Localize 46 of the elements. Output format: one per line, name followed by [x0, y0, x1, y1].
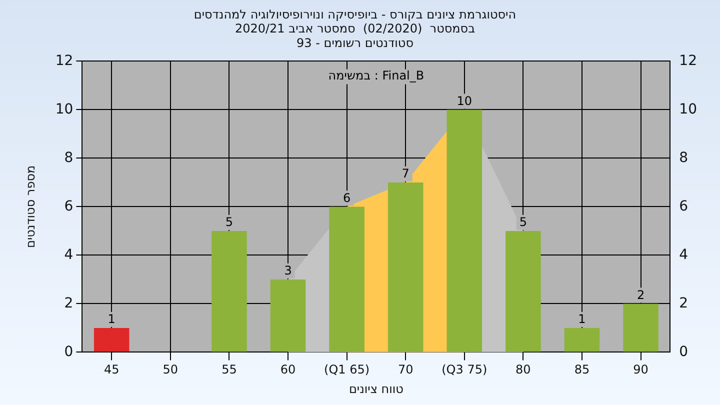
y2-tick-label: 0	[679, 344, 688, 360]
bar	[623, 304, 658, 352]
data-label: 5	[225, 215, 234, 230]
data-label: 6	[342, 190, 351, 205]
x-tick-label: 85	[574, 362, 590, 377]
y-tick-label: 0	[64, 344, 74, 360]
x-tick-label: 45	[104, 362, 120, 377]
data-label: 1	[108, 312, 116, 326]
y-tick-label: 4	[64, 246, 74, 263]
y-axis-title: מספר סטודנטים	[23, 165, 38, 248]
y-tick-label: 2	[64, 295, 74, 312]
x-tick-label: 70	[398, 362, 414, 377]
data-label: 1	[578, 312, 586, 326]
y2-tick-label: 4	[679, 246, 688, 263]
x-tick-label: 55	[222, 362, 237, 377]
y-tick-label: 6	[64, 198, 74, 214]
bar	[94, 328, 130, 352]
data-label: 3	[284, 264, 292, 278]
x-tick-label: 50	[162, 362, 178, 377]
data-label: 2	[636, 288, 645, 302]
y-tick-label: 12	[55, 52, 74, 69]
bar	[270, 279, 306, 352]
annotation: במשימה : Final_B	[328, 68, 424, 82]
y-tick-label: 10	[55, 101, 74, 118]
bar	[388, 182, 424, 352]
data-label: 5	[519, 215, 528, 230]
x-tick-label: 90	[633, 362, 648, 377]
y2-tick-label: 8	[679, 150, 688, 166]
x-tick-label: 60	[280, 362, 296, 377]
x-tick-label: (Q3 75)	[442, 362, 488, 377]
chart-title: היסטוגרמת ציונים בקורס - ביופיסיקה ונוירופיסיולוגיה למהנדסים בסמסטר (02/2020) סמסטר אביב 2020/21 סטודנטים רשומים - 93	[194, 7, 516, 50]
data-label: 7	[402, 166, 410, 181]
bar	[446, 110, 482, 352]
bar	[564, 328, 600, 352]
bar	[212, 230, 247, 352]
y2-tick-label: 10	[679, 101, 698, 118]
bar	[329, 206, 364, 352]
data-label: 10	[456, 94, 472, 108]
y2-tick-label: 2	[679, 295, 688, 312]
y2-tick-label: 12	[679, 52, 698, 69]
y-tick-label: 8	[64, 150, 74, 166]
x-tick-label: 80	[516, 362, 531, 377]
bar	[506, 230, 541, 352]
y2-tick-label: 6	[679, 198, 688, 214]
x-axis-title: טווח ציונים	[348, 382, 404, 396]
x-tick-label: (Q1 65)	[324, 362, 370, 377]
